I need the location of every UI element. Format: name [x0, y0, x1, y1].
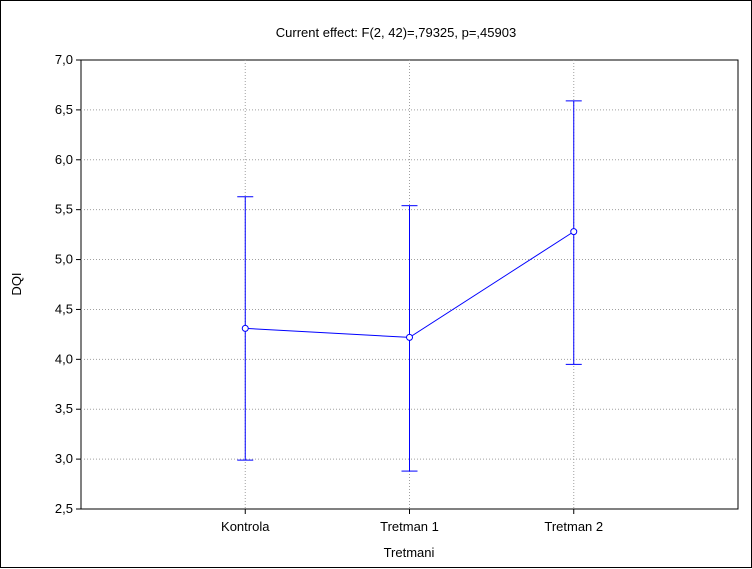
- y-tick-label: 5,5: [55, 202, 73, 217]
- y-axis-label: DQI: [9, 272, 24, 295]
- y-tick-label: 2,5: [55, 501, 73, 516]
- x-tick-label: Tretman 2: [544, 519, 603, 534]
- y-tick-label: 3,0: [55, 451, 73, 466]
- mean-point: [570, 228, 578, 236]
- y-tick-label: 7,0: [55, 52, 73, 67]
- y-tick-label: 4,5: [55, 301, 73, 316]
- mean-point: [241, 324, 249, 332]
- y-tick-label: 6,0: [55, 152, 73, 167]
- y-axis: 2,5 3,0 3,5 4,0 4,5 5,0 5,5 6,0 6,5 7,0: [55, 52, 81, 516]
- y-tick-label: 6,5: [55, 102, 73, 117]
- x-tick-label: Kontrola: [221, 519, 270, 534]
- series-layer: [237, 100, 582, 472]
- x-tick-label: Tretman 1: [380, 519, 439, 534]
- mean-point: [406, 333, 413, 341]
- x-axis: Kontrola Tretman 1 Tretman 2: [221, 509, 603, 534]
- y-tick-label: 5,0: [55, 252, 73, 267]
- chart-title: Current effect: F(2, 42)=,79325, p=,4590…: [276, 25, 516, 40]
- x-axis-label: Tretmani: [384, 545, 435, 560]
- y-tick-label: 3,5: [55, 401, 73, 416]
- y-tick-label: 4,0: [55, 351, 73, 366]
